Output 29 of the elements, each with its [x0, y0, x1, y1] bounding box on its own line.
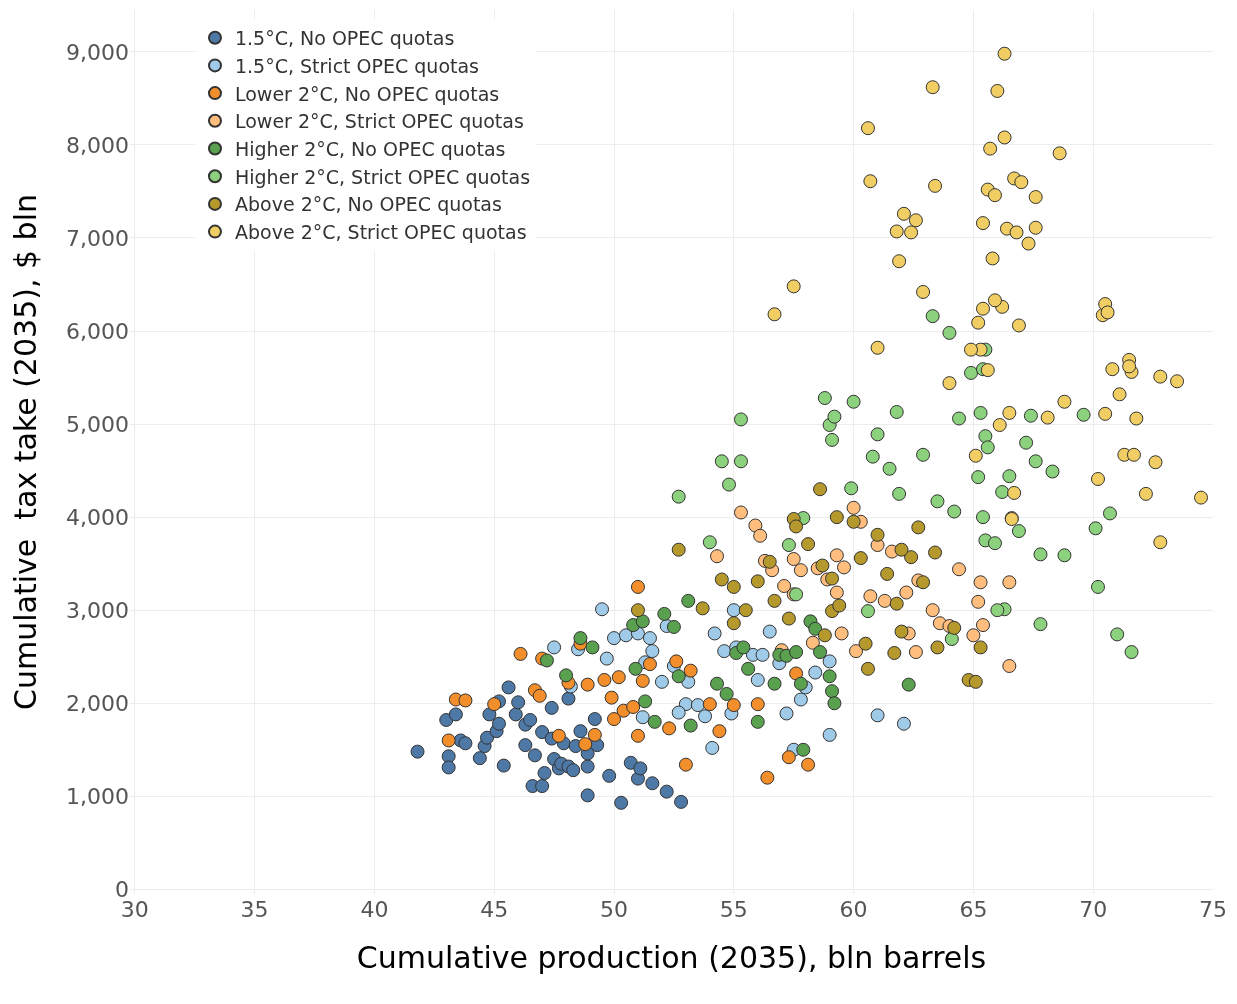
y-axis-title: Cumulative tax take (2035), $ bln: [8, 193, 44, 711]
x-tick-label: 50: [600, 897, 628, 922]
y-tick-label: 3,000: [66, 597, 129, 623]
x-tick-label: 45: [480, 897, 509, 922]
y-tick-label: 4,000: [66, 504, 129, 530]
y-tick-label: 5,000: [66, 411, 129, 437]
y-tick-label: 7,000: [66, 225, 129, 251]
y-tick-label: 9,000: [66, 39, 129, 65]
legend-label: Above 2°C, No OPEC quotas: [234, 193, 502, 216]
x-tick-label: 30: [120, 897, 149, 922]
x-tick-label: 60: [839, 897, 868, 922]
x-tick-label: 40: [360, 897, 389, 922]
y-tick-label: 6,000: [66, 318, 129, 344]
x-axis-title: Cumulative production (2035), bln barrels: [356, 939, 987, 975]
legend-label: 1.5°C, Strict OPEC quotas: [234, 54, 480, 77]
legend-label: Higher 2°C, Strict OPEC quotas: [234, 165, 531, 188]
legend-label: Higher 2°C, No OPEC quotas: [234, 137, 506, 160]
legend-label: Lower 2°C, No OPEC quotas: [234, 82, 500, 105]
legend-label: 1.5°C, No OPEC quotas: [234, 27, 455, 50]
x-tick-label: 65: [959, 897, 988, 922]
legend-label: Lower 2°C, Strict OPEC quotas: [234, 110, 524, 133]
x-tick-label: 35: [240, 897, 269, 922]
x-tick-label: 75: [1199, 897, 1227, 922]
y-tick-label: 8,000: [66, 132, 129, 158]
y-tick-label: 1,000: [66, 783, 129, 809]
x-tick-label: 55: [719, 897, 748, 922]
x-tick-label: 70: [1079, 897, 1108, 922]
legend-label: Above 2°C, Strict OPEC quotas: [234, 221, 527, 243]
y-tick-label: 2,000: [66, 690, 129, 716]
